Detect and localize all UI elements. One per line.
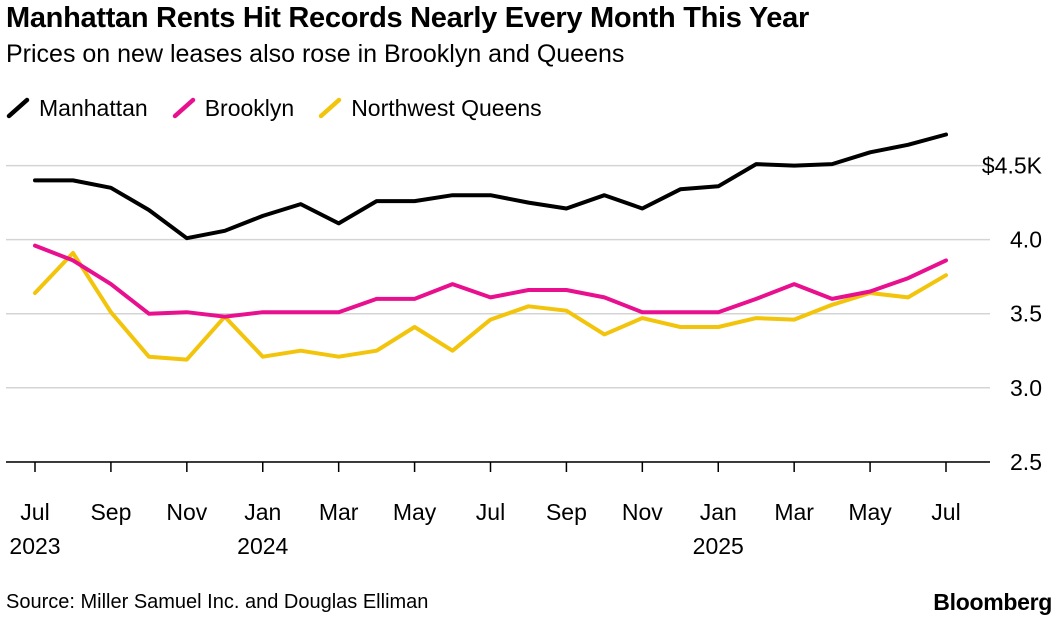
x-tick-label: Nov [622, 499, 663, 525]
y-tick-label: 2.5 [1010, 449, 1042, 475]
x-tick-label: May [848, 499, 892, 525]
legend-label: Brooklyn [204, 94, 295, 121]
legend-swatch-icon [318, 97, 342, 119]
legend-swatch-icon [172, 97, 195, 119]
x-tick-label: Nov [166, 499, 207, 525]
legend-item: Brooklyn [172, 95, 294, 122]
y-tick-label: 4.0 [1010, 227, 1042, 253]
x-tick-label: Jul [20, 499, 49, 525]
series-line-brooklyn [33, 243, 948, 319]
legend-swatch-icon [6, 97, 30, 119]
line-chart: 2.5 3.0 3.5 4.0 $4.5K Jul 2023 Sep Nov Jan 2024 Mar… [6, 132, 1043, 559]
x-tick-label: Mar [319, 499, 359, 525]
series-line-northwest-queens [33, 251, 948, 362]
y-tick-label: 3.0 [1010, 375, 1042, 401]
x-tick-year: 2025 [693, 533, 744, 559]
legend-item: Northwest Queens [318, 94, 542, 122]
chart-title: Manhattan Rents Hit Records Nearly Every… [6, 2, 809, 34]
x-tick-label: Sep [90, 499, 131, 525]
x-tick-label: Jul [476, 499, 505, 525]
x-tick-label: Jul [931, 499, 960, 525]
y-tick-label: 3.5 [1010, 301, 1042, 327]
x-tick-label: Sep [546, 499, 587, 525]
x-tick-year: 2024 [237, 533, 288, 559]
x-tick-label: Jan [700, 499, 737, 525]
y-tick-label: $4.5K [982, 153, 1043, 179]
source-note: Source: Miller Samuel Inc. and Douglas E… [6, 591, 429, 613]
legend-item: Manhattan [6, 95, 148, 122]
x-tick-label: Mar [774, 499, 814, 525]
legend-label: Northwest Queens [351, 94, 542, 121]
x-tick-label: Jan [244, 499, 281, 525]
chart-subtitle: Prices on new leases also rose in Brookl… [6, 40, 625, 68]
brand-logo: Bloomberg [933, 589, 1052, 615]
legend: Manhattan Brooklyn Northwest Queens [6, 93, 566, 123]
x-tick-year: 2023 [9, 533, 60, 559]
series-line-manhattan [33, 132, 948, 241]
x-tick-label: May [393, 499, 437, 525]
legend-label: Manhattan [39, 94, 148, 121]
